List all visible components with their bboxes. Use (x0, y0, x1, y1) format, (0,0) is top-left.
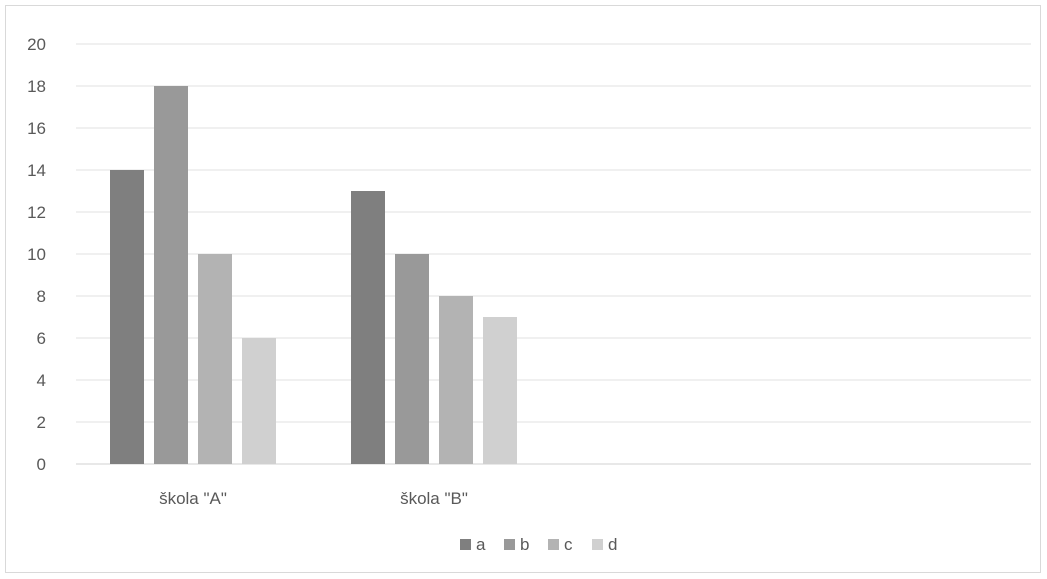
bars (110, 86, 517, 464)
y-tick-label: 14 (27, 161, 46, 180)
legend-label-d: d (608, 535, 617, 554)
bar-b-2 (395, 254, 429, 464)
y-tick-label: 4 (37, 371, 46, 390)
y-tick-label: 16 (27, 119, 46, 138)
y-tick-label: 2 (37, 413, 46, 432)
x-axis-categories: škola "A" škola "B" (159, 489, 468, 508)
y-axis-ticks: 0 2 4 6 8 10 12 14 16 18 20 (27, 35, 46, 474)
legend-label-c: c (564, 535, 573, 554)
y-tick-label: 6 (37, 329, 46, 348)
bar-d-2 (483, 317, 517, 464)
bar-c-1 (198, 254, 232, 464)
y-tick-label: 18 (27, 77, 46, 96)
legend-swatch-b (504, 539, 515, 550)
y-tick-label: 8 (37, 287, 46, 306)
bar-a-2 (351, 191, 385, 464)
gridlines (76, 43, 1031, 465)
legend-swatch-a (460, 539, 471, 550)
bar-b-1 (154, 86, 188, 464)
legend-swatch-c (548, 539, 559, 550)
y-tick-label: 10 (27, 245, 46, 264)
y-tick-label: 20 (27, 35, 46, 54)
y-tick-label: 0 (37, 455, 46, 474)
legend: a b c d (460, 535, 617, 554)
category-label: škola "A" (159, 489, 227, 508)
bar-a-1 (110, 170, 144, 464)
legend-swatch-d (592, 539, 603, 550)
bar-d-1 (242, 338, 276, 464)
legend-label-a: a (476, 535, 486, 554)
y-tick-label: 12 (27, 203, 46, 222)
category-label: škola "B" (400, 489, 468, 508)
legend-label-b: b (520, 535, 529, 554)
bar-c-2 (439, 296, 473, 464)
